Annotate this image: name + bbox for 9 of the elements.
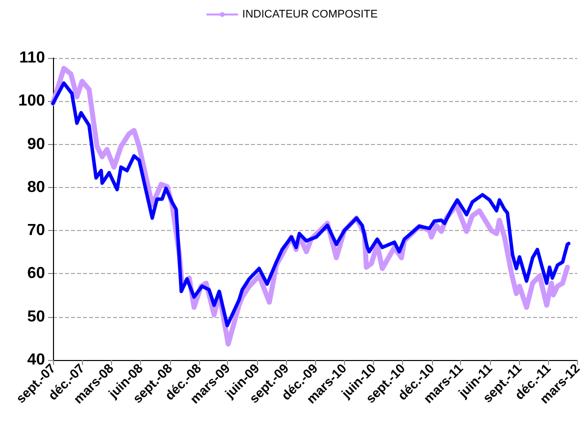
- y-tick-label: 90: [27, 136, 46, 153]
- y-tick-label: 50: [27, 308, 46, 326]
- y-tick-label: 100: [18, 92, 46, 110]
- y-tick-label: 80: [27, 178, 46, 196]
- y-tick-label: 110: [19, 50, 46, 66]
- legend-label: INDICATEUR COMPOSITE: [242, 8, 378, 20]
- y-tick-label: 40: [27, 352, 46, 368]
- y-tick-label: 60: [27, 265, 46, 282]
- y-tick-label: 70: [27, 222, 46, 240]
